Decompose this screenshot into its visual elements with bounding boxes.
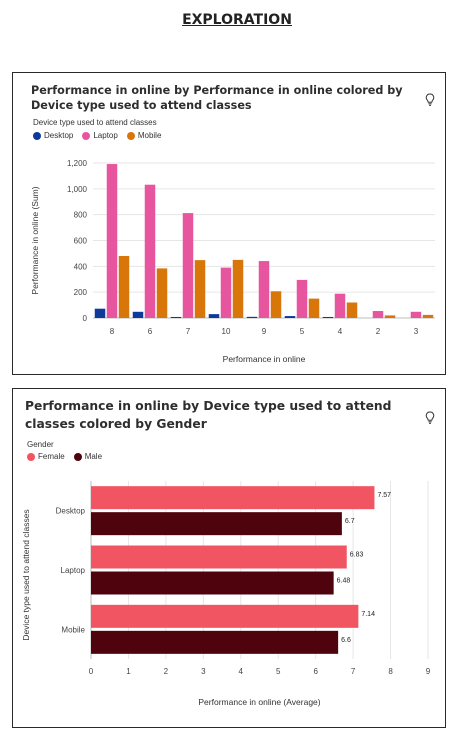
y-tick-label: Mobile [61, 625, 85, 634]
chart-title: Performance in online by Device type use… [25, 399, 392, 431]
bar [170, 316, 182, 318]
bar [106, 164, 118, 318]
legend-item[interactable]: Laptop [82, 131, 118, 140]
bar [208, 314, 220, 318]
y-tick-label: 1,000 [67, 185, 88, 194]
y-tick-label: Laptop [61, 566, 86, 575]
x-axis-title: Performance in online [223, 354, 306, 364]
y-tick-label: 0 [83, 314, 88, 323]
lightbulb-icon[interactable] [425, 93, 435, 111]
data-label: 7.57 [377, 492, 391, 499]
x-tick-label: 5 [300, 327, 305, 336]
data-label: 6.83 [350, 552, 364, 559]
bar [258, 261, 270, 318]
x-tick-label: 0 [89, 667, 94, 676]
x-tick-label: 2 [376, 327, 381, 336]
x-tick-label: 6 [148, 327, 153, 336]
bar [194, 260, 206, 318]
bar [422, 314, 434, 318]
bar [220, 267, 232, 318]
legend-swatch [33, 131, 41, 140]
x-tick-label: 2 [164, 667, 169, 676]
bar-chart-vertical: 0 200 400 600 800 1,000 1,200 8 6 7 10 9 5 4 2 3 Perform… [30, 159, 435, 364]
x-tick-label: 7 [186, 327, 191, 336]
page-title: EXPLORATION [182, 12, 292, 28]
data-label: 7.14 [361, 611, 375, 618]
x-tick-label: 9 [426, 667, 431, 676]
legend-label: Desktop [44, 131, 74, 140]
bar [410, 311, 422, 318]
legend-label: Laptop [93, 131, 118, 140]
x-tick-label: 5 [276, 667, 281, 676]
legend-title: Gender [27, 440, 54, 449]
x-tick-label: 4 [239, 667, 244, 676]
x-tick-label: 6 [313, 667, 318, 676]
y-tick-label: Desktop [56, 507, 86, 516]
bar [346, 302, 358, 318]
y-tick-label: 400 [74, 262, 88, 271]
legend-swatch [82, 131, 91, 140]
legend-label: Female [38, 452, 65, 461]
lightbulb-icon[interactable] [425, 411, 435, 429]
data-label: 6.7 [345, 518, 355, 525]
chart-title: Performance in online by Performance in … [31, 84, 403, 112]
legend-swatch [73, 452, 82, 461]
bar [91, 486, 375, 510]
bar [384, 315, 396, 318]
legend-item[interactable]: Desktop [33, 131, 73, 140]
bar [91, 512, 342, 536]
bar [118, 256, 130, 318]
x-axis-title: Performance in online (Average) [198, 697, 320, 707]
y-tick-label: 600 [74, 237, 88, 246]
bar [334, 293, 346, 318]
legend-item[interactable]: Female [27, 452, 65, 461]
bar [270, 291, 282, 318]
bar [182, 213, 194, 318]
bar [91, 571, 334, 595]
legend-swatch [126, 131, 135, 140]
x-tick-label: 1 [126, 667, 131, 676]
bar [284, 316, 296, 318]
x-tick-label: 4 [338, 327, 343, 336]
chart-panel-performance-by-gender: Performance in online by Device type use… [12, 388, 446, 728]
data-label: 6.48 [337, 578, 351, 585]
bar [296, 279, 308, 318]
legend-item[interactable]: Male [73, 452, 103, 461]
chart-panel-performance-by-device: Performance in online by Performance in … [12, 72, 446, 375]
bar [308, 298, 320, 318]
bar [156, 268, 168, 318]
x-tick-label: 8 [110, 327, 115, 336]
y-tick-label: 200 [74, 288, 88, 297]
legend-label: Mobile [137, 131, 162, 140]
bar [91, 545, 347, 569]
legend: Desktop Laptop Mobile [33, 131, 161, 140]
x-tick-label: 10 [222, 327, 231, 336]
y-axis-title: Performance in online (Sum) [30, 186, 40, 294]
bar [91, 630, 339, 654]
bar-chart-horizontal: 0 1 2 3 4 5 6 7 8 9 7.57 6.7 Desktop 6.83 6.48 Laptop 7.… [21, 481, 431, 707]
legend-swatch [27, 452, 35, 461]
x-tick-label: 8 [388, 667, 393, 676]
bar [144, 184, 156, 318]
legend-title: Device type used to attend classes [33, 118, 157, 127]
y-tick-label: 800 [74, 211, 88, 220]
bar [91, 604, 359, 628]
bar [372, 311, 384, 318]
legend-label: Male [84, 452, 103, 461]
bar [232, 259, 244, 318]
bar [94, 308, 106, 318]
x-tick-label: 3 [414, 327, 419, 336]
x-tick-label: 7 [351, 667, 356, 676]
legend: Female Male [27, 452, 102, 461]
bar [132, 311, 144, 318]
data-label: 6.6 [341, 637, 351, 644]
y-axis-title: Device type used to attend classes [21, 509, 31, 640]
bar [322, 316, 334, 318]
y-tick-label: 1,200 [67, 159, 88, 168]
legend-item[interactable]: Mobile [126, 131, 162, 140]
x-tick-label: 9 [262, 327, 267, 336]
bar [246, 316, 258, 318]
x-tick-label: 3 [201, 667, 206, 676]
